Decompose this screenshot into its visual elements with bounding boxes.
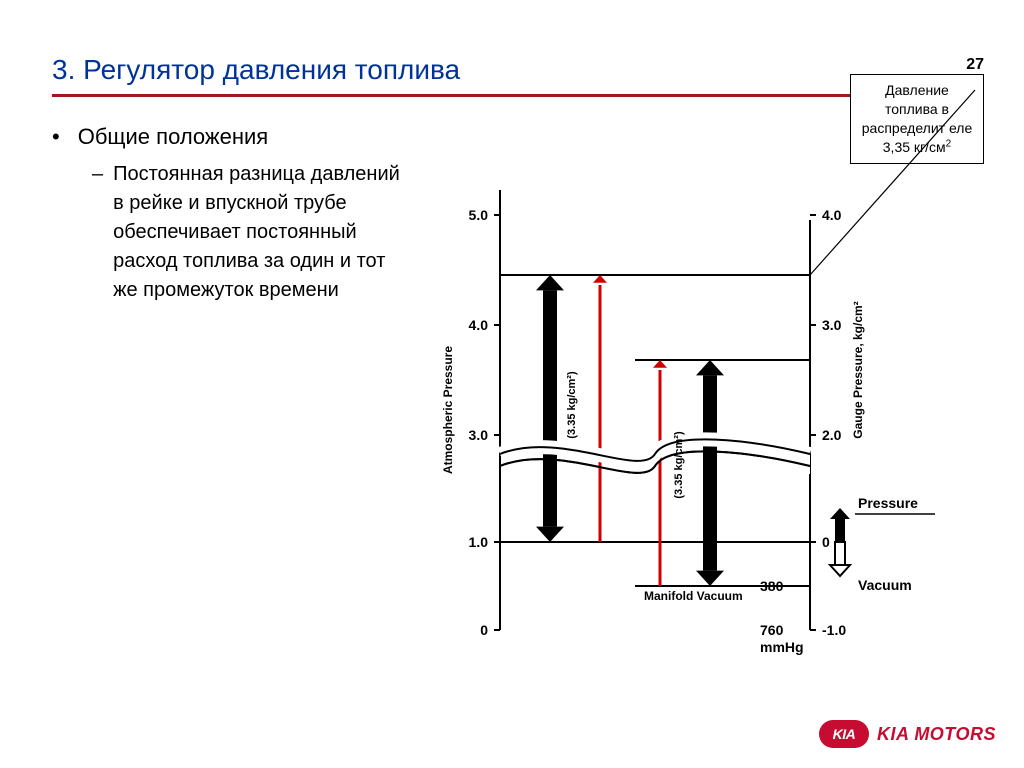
svg-text:3.0: 3.0 (822, 317, 842, 333)
callout-text: Давление топлива в распределит еле 3,35 … (862, 82, 972, 155)
svg-text:4.0: 4.0 (469, 317, 489, 333)
svg-text:0: 0 (822, 534, 830, 550)
bullet-l1-text: Общие положения (78, 124, 269, 150)
bullet-l1: • Общие положения (52, 124, 412, 150)
bullet-dot: • (52, 124, 60, 150)
kia-motors-text: KIA MOTORS (877, 724, 996, 745)
bullet-dash: – (92, 160, 103, 189)
callout-box: Давление топлива в распределит еле 3,35 … (850, 74, 984, 164)
svg-text:2.0: 2.0 (822, 427, 842, 443)
bullet-l2: – Постоянная разница давлений в рейке и … (92, 160, 412, 305)
svg-text:mmHg: mmHg (760, 639, 804, 655)
bullet-l2-text: Постоянная разница давлений в рейке и вп… (113, 160, 412, 305)
svg-text:4.0: 4.0 (822, 207, 842, 223)
svg-text:760: 760 (760, 622, 784, 638)
bullet-list: • Общие положения – Постоянная разница д… (52, 124, 412, 305)
svg-text:Manifold Vacuum: Manifold Vacuum (644, 589, 743, 603)
svg-text:-1.0: -1.0 (822, 622, 846, 638)
svg-text:1.0: 1.0 (469, 534, 489, 550)
page-number: 27 (966, 56, 984, 74)
svg-text:0: 0 (480, 622, 488, 638)
svg-text:(3.35 kg/cm²): (3.35 kg/cm²) (673, 431, 685, 499)
svg-text:Vacuum: Vacuum (858, 577, 912, 593)
title-divider (52, 94, 972, 97)
footer-logo: KIA KIA MOTORS (819, 720, 996, 748)
svg-text:(3.35 kg/cm²): (3.35 kg/cm²) (566, 371, 578, 439)
svg-text:Gauge Pressure, kg/cm²: Gauge Pressure, kg/cm² (851, 301, 865, 438)
svg-text:5.0: 5.0 (469, 207, 489, 223)
pressure-chart: 0 1.0 3.0 4.0 5.0 Atmospheric Pressure -1.0 0 2.… (420, 180, 940, 650)
svg-text:3.0: 3.0 (469, 427, 489, 443)
svg-text:Atmospheric Pressure: Atmospheric Pressure (441, 346, 455, 474)
kia-badge: KIA (819, 720, 869, 748)
svg-text:Pressure: Pressure (858, 495, 918, 511)
